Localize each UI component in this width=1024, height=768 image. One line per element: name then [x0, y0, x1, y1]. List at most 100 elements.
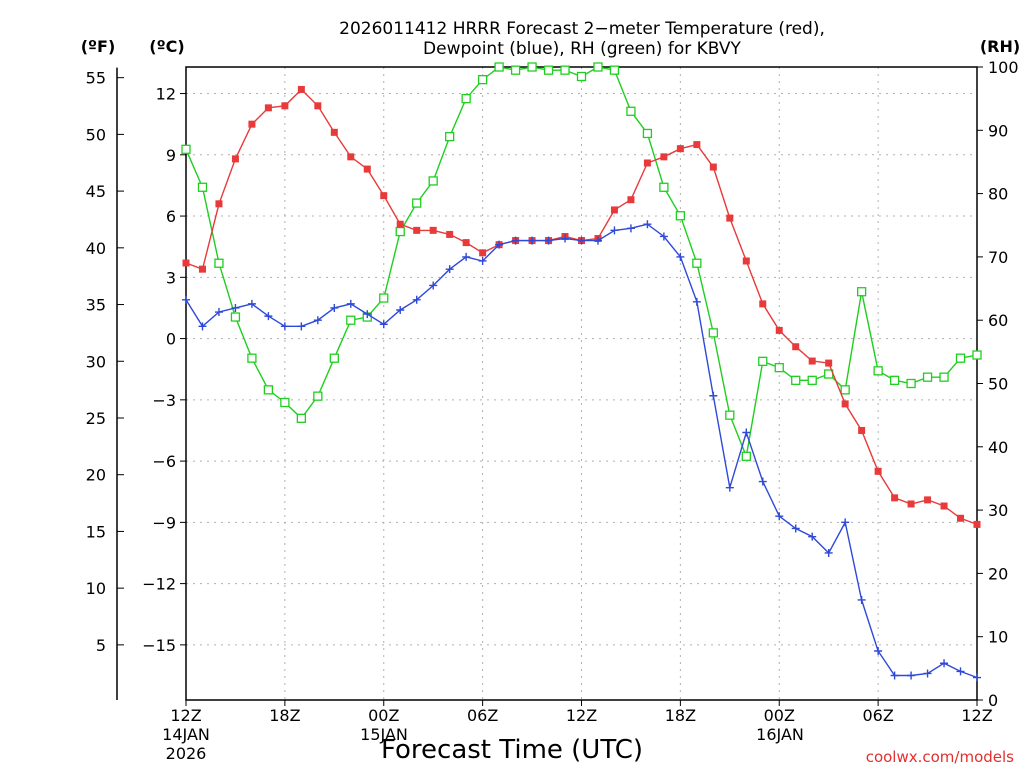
dewpoint-point: [659, 232, 668, 241]
dewpoint-point: [297, 322, 306, 331]
temperature-point: [314, 102, 322, 110]
dewpoint-point: [478, 256, 487, 265]
rh-point: [642, 128, 653, 139]
temperature-point: [627, 196, 635, 204]
dewpoint-point: [626, 224, 635, 233]
rh-tick-label: 90: [988, 121, 1008, 140]
fahrenheit-tick-label: 20: [86, 466, 106, 485]
rh-point: [445, 131, 455, 142]
dewpoint-point: [231, 303, 240, 312]
rh-tick-label: 70: [988, 248, 1008, 267]
dewpoint-point: [956, 667, 965, 676]
rh-point: [412, 198, 422, 208]
rh-tick-label: 50: [988, 375, 1008, 394]
temperature-point: [413, 226, 421, 234]
celsius-tick-label: 6: [166, 207, 176, 226]
rh-tick-label: 80: [988, 185, 1008, 204]
dewpoint-point: [214, 308, 223, 317]
rh-point: [774, 363, 784, 373]
dewpoint-point: [973, 673, 981, 682]
temperature-point: [792, 343, 800, 351]
celsius-tick-label: −9: [152, 513, 176, 532]
temperature-point: [808, 357, 816, 365]
celsius-tick-label: 3: [166, 268, 176, 287]
dewpoint-point: [676, 252, 685, 261]
rh-point: [807, 375, 817, 385]
fahrenheit-tick-label: 50: [86, 125, 106, 144]
rh-point: [527, 62, 537, 72]
temperature-point: [825, 359, 833, 367]
rh-point: [725, 410, 735, 420]
dewpoint-series: [182, 220, 981, 682]
dewpoint-point: [363, 310, 372, 319]
dewpoint-point: [907, 671, 916, 680]
temperature-point: [215, 200, 223, 208]
rh-point: [692, 258, 702, 268]
rh-point: [214, 258, 224, 268]
temperature-point: [676, 145, 684, 153]
celsius-tick-label: 0: [166, 330, 176, 349]
temperature-point: [759, 300, 767, 308]
x-tick-label: 12Z: [566, 706, 597, 725]
date-label-14jan: 14JAN: [162, 725, 210, 744]
temperature-point: [957, 514, 965, 522]
rh-point: [346, 315, 356, 325]
dewpoint-point: [182, 295, 190, 304]
dewpoint-point: [330, 303, 339, 312]
x-tick-label: 12Z: [170, 706, 201, 725]
rh-point: [939, 372, 949, 382]
x-tick-label: 18Z: [665, 706, 696, 725]
temperature-point: [446, 230, 454, 238]
temperature-point: [709, 163, 717, 171]
fahrenheit-tick-label: 45: [86, 182, 106, 201]
temperature-point: [347, 153, 355, 161]
celsius-tick-label: 12: [156, 85, 176, 104]
celsius-tick-label: −3: [152, 391, 176, 410]
rh-tick-label: 0: [988, 691, 998, 710]
dewpoint-point: [528, 236, 537, 245]
rh-point: [560, 65, 570, 75]
x-tick-label: 12Z: [961, 706, 992, 725]
temperature-point: [462, 239, 470, 247]
rh-tick-label: 30: [988, 501, 1008, 520]
grid-lines: [186, 67, 977, 700]
rh-point: [758, 356, 768, 366]
rh-point: [280, 397, 290, 408]
dewpoint-point: [940, 659, 949, 668]
celsius-axis: 12 9 6 3 0 −3 −6 −9 −12 −15: [142, 85, 186, 655]
dewpoint-point: [313, 316, 322, 325]
celsius-tick-label: −12: [142, 575, 176, 594]
temperature-point: [297, 85, 305, 93]
rh-point: [873, 366, 883, 376]
time-axis: 12Z 18Z 00Z 06Z 12Z 18Z 00Z 06Z 12Z: [170, 700, 993, 725]
fahrenheit-tick-label: 40: [86, 239, 106, 258]
temperature-point: [874, 467, 882, 475]
fahrenheit-tick-label: 25: [86, 409, 106, 428]
fahrenheit-axis: 55 50 45 40 35 30 25 20 15 10 5: [86, 67, 124, 700]
dewpoint-point: [841, 518, 850, 527]
rh-point: [494, 62, 504, 72]
rh-point: [922, 372, 933, 382]
temperature-point: [198, 265, 206, 273]
date-label-16jan: 16JAN: [756, 725, 804, 744]
dewpoint-point: [610, 226, 619, 235]
rh-point: [428, 176, 438, 186]
rh-point: [263, 385, 274, 395]
rh-point: [593, 62, 603, 72]
temperature-point: [643, 159, 651, 167]
celsius-tick-label: −15: [142, 636, 176, 655]
fahrenheit-tick-label: 30: [86, 352, 106, 371]
x-tick-label: 18Z: [269, 706, 300, 725]
dewpoint-point: [544, 236, 553, 245]
dewpoint-point: [577, 236, 586, 245]
rh-point: [230, 312, 241, 322]
rh-point: [576, 71, 587, 82]
temperature-point: [363, 165, 371, 173]
temperature-point: [973, 520, 981, 528]
temperature-point: [610, 206, 618, 214]
dewpoint-point: [824, 548, 833, 557]
temperature-point: [907, 500, 915, 508]
rh-point: [955, 353, 966, 363]
rh-point: [296, 413, 307, 423]
